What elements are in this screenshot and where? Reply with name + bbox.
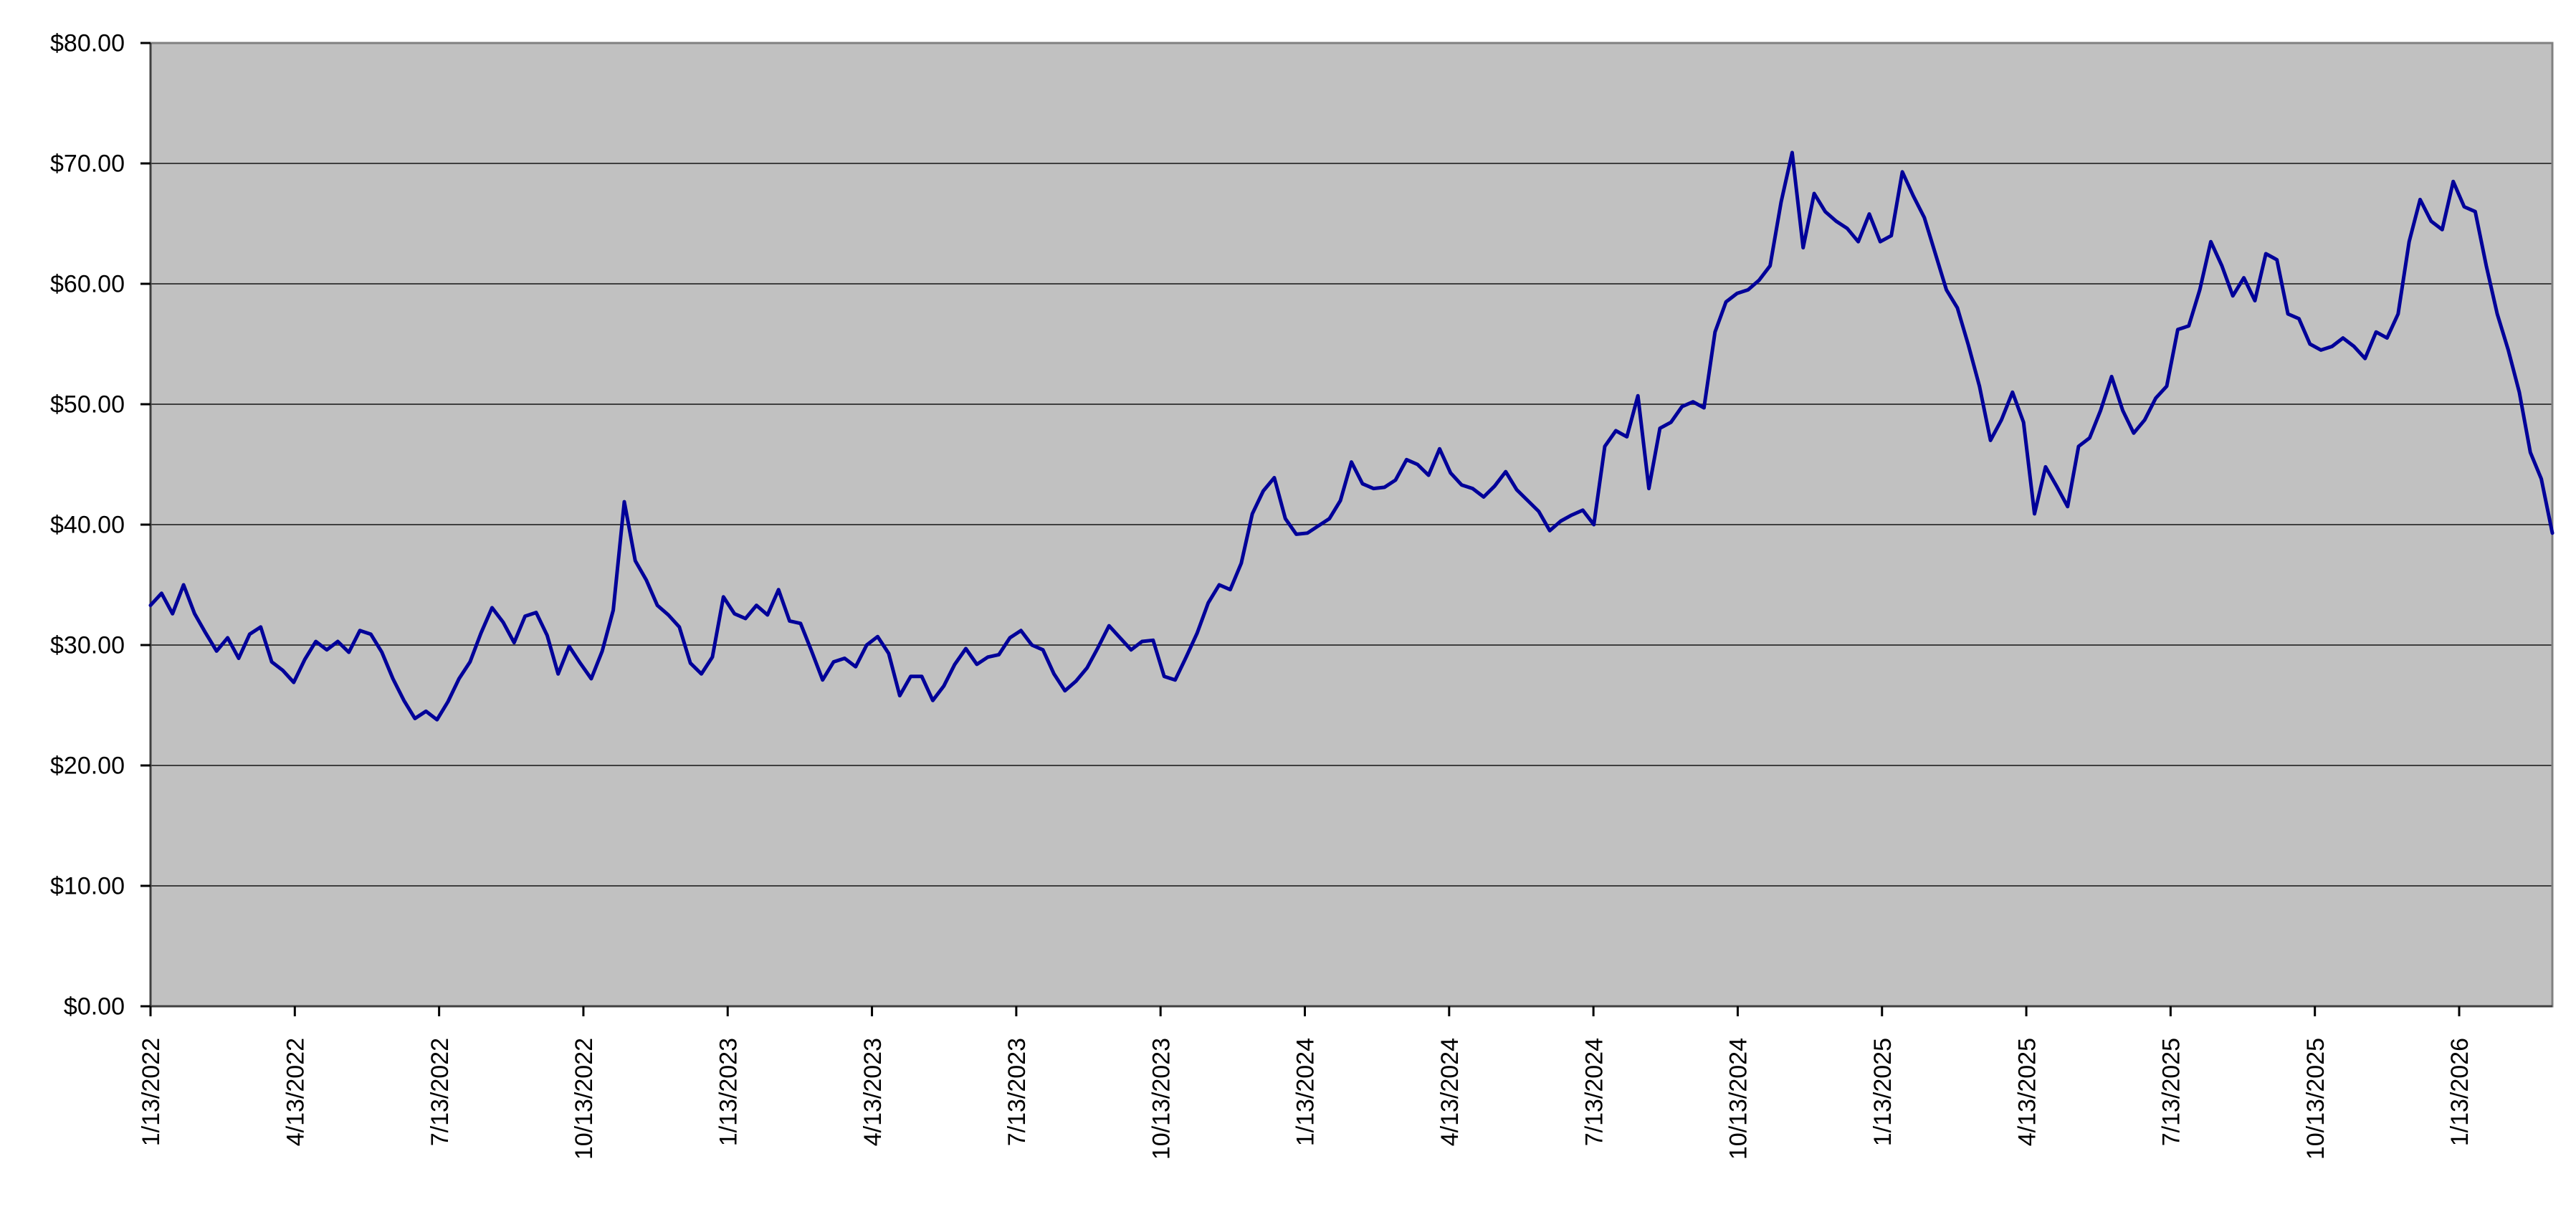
x-axis-label: 1/13/2023 xyxy=(715,1038,742,1146)
x-axis-label: 1/13/2024 xyxy=(1292,1038,1320,1146)
y-axis-label: $80.00 xyxy=(50,30,125,57)
y-axis-label: $70.00 xyxy=(50,151,125,178)
x-axis-label: 10/13/2022 xyxy=(571,1038,598,1160)
y-axis-label: $50.00 xyxy=(50,391,125,419)
x-axis-label: 1/13/2022 xyxy=(138,1038,165,1146)
y-axis-label: $10.00 xyxy=(50,873,125,900)
y-axis-label: $60.00 xyxy=(50,271,125,298)
x-axis-label: 10/13/2023 xyxy=(1148,1038,1175,1160)
x-axis-label: 4/13/2022 xyxy=(282,1038,310,1146)
y-axis-label: $30.00 xyxy=(50,632,125,659)
x-axis-label: 7/13/2023 xyxy=(1003,1038,1031,1146)
x-axis-label: 1/13/2025 xyxy=(1869,1038,1897,1146)
y-axis-label: $20.00 xyxy=(50,753,125,780)
x-axis-label: 4/13/2025 xyxy=(2013,1038,2041,1146)
x-axis-label: 7/13/2025 xyxy=(2158,1038,2185,1146)
x-axis-label: 7/13/2024 xyxy=(1580,1038,1608,1146)
y-axis-label: $40.00 xyxy=(50,512,125,539)
x-axis-label: 4/13/2023 xyxy=(859,1038,887,1146)
x-axis-label: 10/13/2025 xyxy=(2302,1038,2329,1160)
x-axis-label: 7/13/2022 xyxy=(426,1038,454,1146)
x-axis-label: 1/13/2026 xyxy=(2446,1038,2474,1146)
y-axis-label: $0.00 xyxy=(64,993,125,1021)
x-axis-label: 4/13/2024 xyxy=(1436,1038,1464,1146)
price-line xyxy=(148,151,2554,722)
x-axis-label: 10/13/2024 xyxy=(1725,1038,1752,1160)
